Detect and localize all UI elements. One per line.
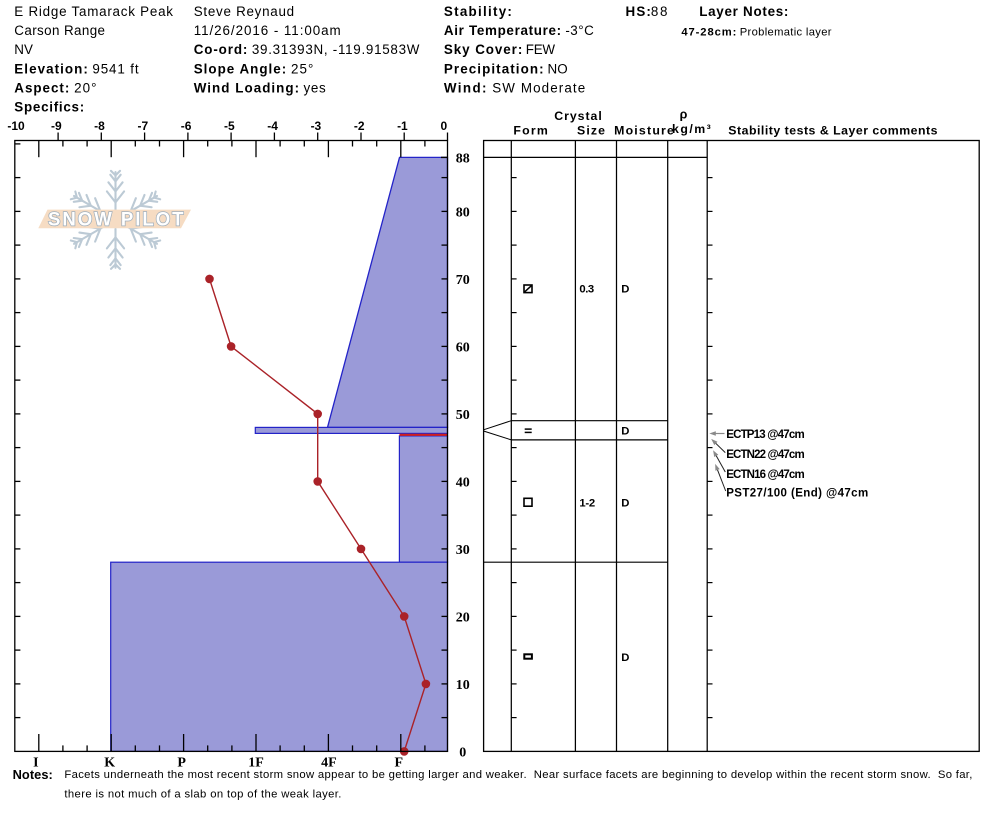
- svg-text:Slope Angle:: Slope Angle:: [194, 61, 287, 76]
- svg-text:Sky Cover:: Sky Cover:: [444, 42, 522, 57]
- svg-text:Wind:: Wind:: [444, 81, 487, 96]
- svg-text:20°: 20°: [69, 81, 96, 96]
- svg-text:-2: -2: [354, 119, 365, 133]
- svg-text:F: F: [395, 756, 404, 771]
- svg-text:0: 0: [459, 745, 466, 760]
- svg-text:11/26/2016 - 11:00am: 11/26/2016 - 11:00am: [194, 23, 341, 38]
- svg-text:Crystal: Crystal: [554, 109, 602, 123]
- svg-text:-6: -6: [181, 119, 192, 133]
- svg-text:ρ: ρ: [680, 107, 688, 121]
- svg-text:0.3: 0.3: [579, 284, 594, 296]
- svg-text:39.31393N, -119.91583W: 39.31393N, -119.91583W: [247, 42, 419, 57]
- svg-text:P: P: [177, 756, 186, 771]
- svg-text:88: 88: [456, 151, 470, 166]
- svg-text:1F: 1F: [248, 756, 264, 771]
- svg-text:-4: -4: [267, 119, 278, 133]
- svg-text:40: 40: [456, 475, 470, 490]
- svg-text:47-28cm:: 47-28cm:: [681, 27, 736, 39]
- svg-text:-3°C: -3°C: [561, 23, 594, 38]
- svg-text:E Ridge Tamarack Peak: E Ridge Tamarack Peak: [14, 4, 173, 19]
- svg-text:Elevation:: Elevation:: [14, 61, 88, 76]
- svg-text:25°: 25°: [286, 61, 313, 76]
- svg-text:Layer Notes:: Layer Notes:: [699, 4, 788, 19]
- svg-text:K: K: [104, 756, 115, 771]
- svg-text:Steve Reynaud: Steve Reynaud: [194, 4, 294, 19]
- svg-text:Stability:: Stability:: [444, 4, 512, 19]
- svg-text:Aspect:: Aspect:: [14, 81, 69, 96]
- svg-text:4F: 4F: [321, 756, 337, 771]
- svg-text:Size: Size: [577, 124, 605, 138]
- svg-text:Problematic layer: Problematic layer: [736, 27, 831, 39]
- svg-text:I: I: [33, 756, 38, 771]
- svg-text:Form: Form: [513, 124, 547, 138]
- svg-text:D: D: [621, 426, 629, 438]
- svg-text:SNOW PILOT: SNOW PILOT: [48, 209, 186, 230]
- svg-text:30: 30: [456, 543, 470, 558]
- svg-text:10: 10: [456, 678, 470, 693]
- svg-text:Notes:: Notes:: [13, 767, 53, 782]
- svg-text:9541 ft: 9541 ft: [88, 61, 139, 76]
- svg-text:60: 60: [456, 340, 470, 355]
- svg-text:Specifics:: Specifics:: [14, 100, 84, 115]
- svg-text:-10: -10: [7, 119, 25, 133]
- svg-text:-3: -3: [311, 119, 322, 133]
- svg-text:yes: yes: [299, 81, 326, 96]
- svg-text:Precipitation:: Precipitation:: [444, 61, 544, 76]
- svg-text:NO: NO: [544, 61, 568, 76]
- svg-text:D: D: [621, 652, 629, 664]
- svg-text:80: 80: [456, 205, 470, 220]
- svg-text:50: 50: [456, 408, 470, 423]
- svg-text:-5: -5: [224, 119, 235, 133]
- svg-text:SW Moderate: SW Moderate: [492, 81, 585, 96]
- svg-text:ECTP13 @47cm: ECTP13 @47cm: [726, 429, 805, 441]
- svg-text:70: 70: [456, 273, 470, 288]
- svg-text:-9: -9: [51, 119, 62, 133]
- svg-text:Air Temperature:: Air Temperature:: [444, 23, 561, 38]
- svg-text:kg/m³: kg/m³: [672, 122, 711, 136]
- svg-text:Carson Range: Carson Range: [14, 23, 105, 38]
- svg-text:88: 88: [651, 4, 668, 19]
- svg-text:FEW: FEW: [522, 42, 555, 57]
- svg-text:PST27/100 (End) @47cm: PST27/100 (End) @47cm: [726, 488, 868, 500]
- svg-text:HS:: HS:: [626, 4, 651, 19]
- svg-text:20: 20: [456, 610, 470, 625]
- svg-text:Moisture: Moisture: [614, 124, 674, 138]
- svg-text:NV: NV: [14, 42, 33, 57]
- svg-text:0: 0: [440, 119, 447, 133]
- svg-text:Co-ord:: Co-ord:: [194, 42, 248, 57]
- svg-text:1-2: 1-2: [579, 497, 595, 509]
- svg-text:-7: -7: [137, 119, 148, 133]
- svg-text:there is not much of a slab on: there is not much of a slab on top of th…: [64, 789, 341, 801]
- svg-text:-8: -8: [94, 119, 105, 133]
- svg-text:D: D: [621, 497, 629, 509]
- svg-text:Facets underneath the most rec: Facets underneath the most recent storm …: [64, 769, 972, 781]
- svg-text:ECTN16 @47cm: ECTN16 @47cm: [726, 469, 805, 481]
- svg-text:-1: -1: [397, 119, 408, 133]
- svg-text:D: D: [621, 284, 629, 296]
- svg-text:Stability tests & Layer commen: Stability tests & Layer comments: [728, 124, 937, 138]
- svg-text:ECTN22 @47cm: ECTN22 @47cm: [726, 449, 805, 461]
- svg-text:Wind Loading:: Wind Loading:: [194, 81, 299, 96]
